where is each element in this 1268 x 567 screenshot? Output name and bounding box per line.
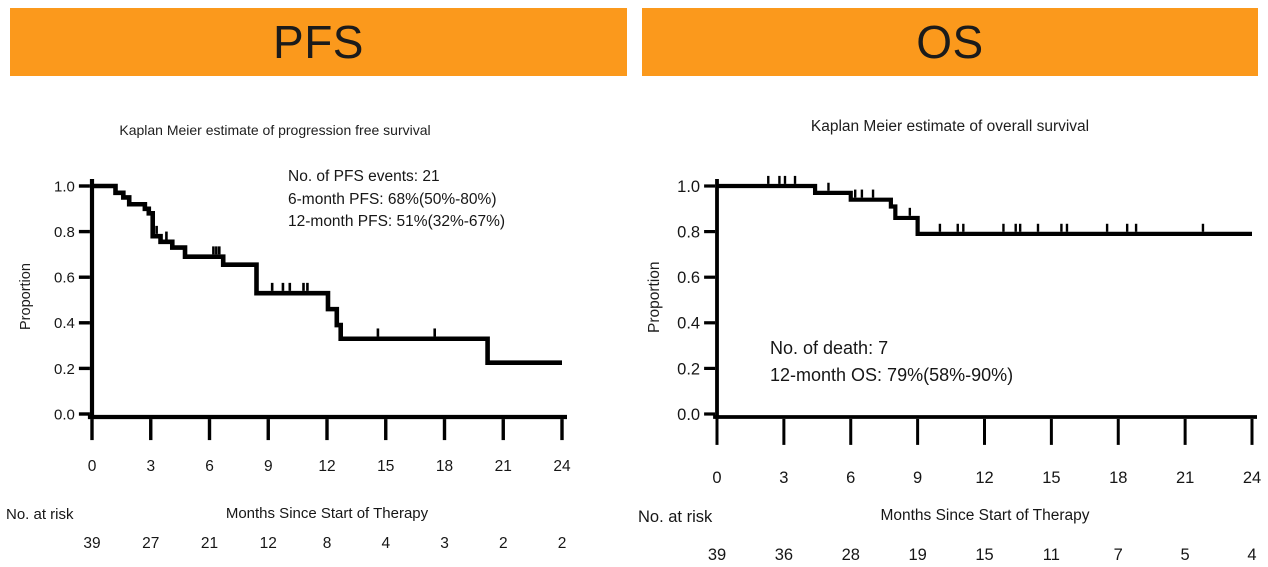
os-x-axis-title: Months Since Start of Therapy (880, 507, 1090, 524)
x-tick-label: 18 (1109, 469, 1127, 487)
risk-count: 39 (708, 546, 726, 564)
os-panel-title: OS (916, 16, 984, 68)
y-tick-label: 0.6 (677, 269, 700, 287)
x-tick-label: 12 (318, 458, 335, 475)
y-tick-label: 0.8 (54, 224, 75, 241)
x-tick-label: 18 (436, 458, 453, 475)
risk-count: 8 (323, 535, 332, 552)
os-annotation-line-2: 12-month OS: 79%(58%-90%) (770, 365, 1014, 385)
x-tick-label: 0 (88, 458, 97, 475)
x-tick-label: 3 (779, 469, 788, 487)
pfs-header-bar: PFS (10, 8, 627, 76)
os-annotation: No. of death: 7 12-month OS: 79%(58%-90%… (770, 335, 1013, 389)
pfs-panel-title: PFS (273, 16, 364, 68)
risk-count: 7 (1114, 546, 1123, 564)
y-tick-label: 0.0 (677, 406, 700, 424)
pfs-x-axis-title: Months Since Start of Therapy (225, 505, 429, 522)
pfs-annotation-line-2: 6-month PFS: 68%(50%-80%) (288, 190, 497, 208)
os-header-bar: OS (642, 8, 1258, 76)
y-tick-label: 1.0 (677, 178, 700, 196)
y-tick-label: 0.4 (54, 315, 75, 332)
y-tick-label: 0.2 (54, 361, 75, 378)
risk-count: 4 (1247, 546, 1256, 564)
x-tick-label: 6 (846, 469, 855, 487)
x-tick-label: 9 (913, 469, 922, 487)
x-tick-label: 15 (377, 458, 394, 475)
x-tick-label: 24 (1243, 469, 1261, 487)
os-chart-title: Kaplan Meier estimate of overall surviva… (810, 118, 1090, 135)
x-tick-label: 0 (712, 469, 721, 487)
pfs-annotation: No. of PFS events: 21 6-month PFS: 68%(5… (288, 166, 505, 234)
risk-count: 2 (558, 535, 567, 552)
risk-count: 36 (775, 546, 793, 564)
risk-count: 11 (1043, 546, 1060, 564)
risk-count: 39 (83, 535, 100, 552)
risk-count: 4 (381, 535, 390, 552)
x-tick-label: 24 (553, 458, 571, 475)
km-curve (92, 183, 562, 365)
risk-count: 21 (201, 535, 218, 552)
pfs-risk-header: No. at risk (6, 506, 74, 523)
x-tick-label: 21 (495, 458, 512, 475)
pfs-annotation-line-1: No. of PFS events: 21 (288, 168, 440, 185)
risk-count: 2 (499, 535, 508, 552)
risk-count: 15 (975, 546, 993, 564)
y-tick-label: 0.2 (677, 360, 700, 378)
x-tick-label: 9 (264, 458, 273, 475)
y-tick-label: 0.0 (54, 406, 75, 423)
os-annotation-line-1: No. of death: 7 (770, 338, 889, 358)
risk-count: 19 (908, 546, 926, 564)
y-tick-label: 0.6 (54, 270, 75, 287)
os-risk-header: No. at risk (638, 508, 713, 526)
pfs-chart-title: Kaplan Meier estimate of progression fre… (119, 122, 431, 138)
os-chart: 0.0 0.2 0.4 0.6 0.8 1.0 0 39 3 36 6 28 9 19 12 15 15 11 18… (677, 175, 1261, 564)
y-tick-label: 0.8 (677, 224, 700, 242)
y-tick-label: 1.0 (54, 178, 75, 195)
risk-count: 3 (440, 535, 449, 552)
pfs-annotation-line-3: 12-month PFS: 51%(32%-67%) (288, 213, 506, 230)
x-tick-label: 12 (975, 469, 993, 487)
risk-count: 27 (142, 535, 159, 552)
x-tick-label: 21 (1176, 469, 1194, 487)
risk-count: 28 (842, 546, 860, 564)
risk-count: 5 (1181, 546, 1190, 564)
x-tick-label: 3 (146, 458, 155, 475)
km-curve (717, 183, 1252, 236)
pfs-chart: 0.00.20.40.60.81.00393276219121281541832… (54, 178, 571, 552)
x-tick-label: 6 (205, 458, 214, 475)
y-tick-label: 0.4 (677, 315, 700, 333)
risk-count: 12 (260, 535, 277, 552)
x-tick-label: 15 (1042, 469, 1060, 487)
